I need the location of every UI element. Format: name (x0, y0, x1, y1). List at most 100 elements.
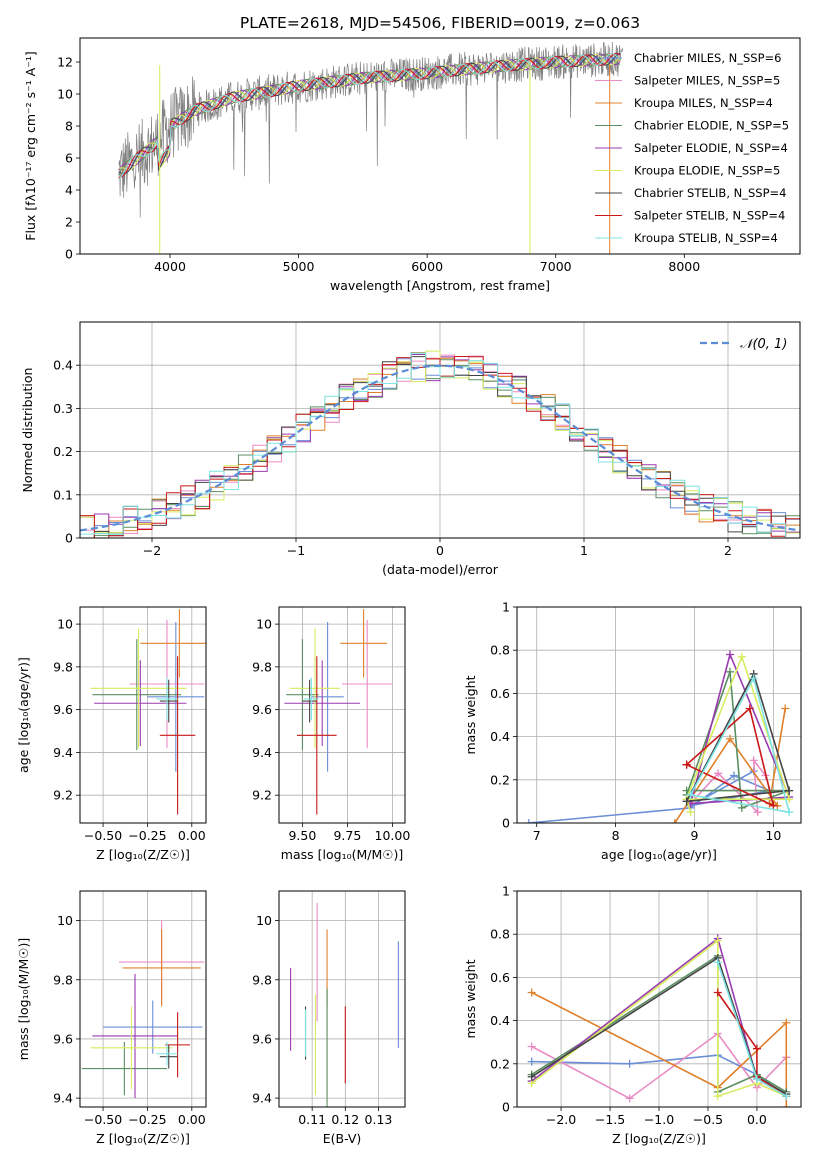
x-tick-label: 0.13 (365, 1112, 393, 1127)
model-spectrum-salp-stelib (118, 52, 621, 178)
plot-area (118, 41, 623, 254)
x-tick-label: 0 (436, 543, 444, 558)
legend-entry: Chabrier MILES, N_SSP=6 (634, 51, 781, 65)
x-tick-label: −1.5 (595, 1112, 625, 1127)
y-tick-label: 2 (65, 215, 73, 230)
weight-marker-krou-stelib (749, 674, 758, 683)
weight-marker-krou-miles (670, 819, 679, 823)
y-tick-label: 6 (65, 151, 73, 166)
mass-vs-extinction-panel: 0.11 0.12 0.13 9.4 9.6 9.8 10 E(B-V) (252, 890, 406, 1146)
weight-marker-krou-elodie (686, 808, 695, 817)
x-tick-label: −2.0 (546, 1112, 576, 1127)
y-tick-label: 10 (57, 913, 73, 928)
y-tick-label: 9.6 (252, 702, 272, 717)
y-tick-label: 10 (57, 617, 73, 632)
axes-frame (79, 321, 801, 539)
x-tick-label: 0.12 (331, 1112, 359, 1127)
weight-marker-krou-elodie (713, 936, 722, 945)
axes-frame (516, 606, 802, 824)
x-tick-label: 6000 (411, 259, 443, 274)
y-tick-label: 9.4 (252, 1091, 272, 1106)
y-tick-label: 0.6 (490, 970, 510, 985)
legend-entry: Kroupa ELODIE, N_SSP=5 (634, 164, 780, 178)
y-axis-label: Flux [fλ10⁻¹⁷ erg cm⁻² s⁻¹ A⁻¹] (23, 51, 38, 240)
y-axis-label: Normed distribution (20, 368, 35, 493)
y-tick-label: 9.2 (252, 788, 272, 803)
plot-area (284, 609, 393, 815)
weight-marker-chab-miles (729, 771, 738, 780)
x-tick-label: 9 (691, 828, 699, 843)
y-tick-label: 0.8 (490, 643, 510, 658)
x-tick-label: 8 (612, 828, 620, 843)
y-tick-label: 9.4 (252, 745, 272, 760)
y-tick-label: 0.6 (490, 686, 510, 701)
y-tick-label: 10 (256, 913, 272, 928)
y-tick-label: 0 (502, 1100, 510, 1115)
y-tick-label: 9.8 (252, 972, 272, 987)
weight-marker-salp-stelib (769, 801, 778, 810)
weight-marker-chab-miles (527, 1057, 536, 1066)
x-tick-label: 9.50 (288, 828, 316, 843)
x-axis-label: age [log₁₀(age/yr)] (601, 847, 717, 862)
x-tick-label: 7000 (540, 259, 572, 274)
age-vs-metallicity-panel: −0.50 −0.25 0.00 9.2 9.4 9.6 9.8 10 Z [log₁₀(Z/Z… (16, 606, 207, 862)
y-axis-label: age [log₁₀(age/yr)] (16, 657, 31, 773)
y-tick-label: 0.2 (53, 444, 73, 459)
weight-marker-krou-stelib (686, 790, 695, 799)
y-tick-label: 0.2 (490, 1056, 510, 1071)
legend-entry: Chabrier ELODIE, N_SSP=5 (634, 119, 789, 133)
y-tick-label: 12 (57, 55, 73, 70)
normal-distribution-curve (80, 364, 800, 532)
weight-marker-krou-miles (782, 1018, 791, 1027)
legend-entry: Salpeter STELIB, N_SSP=4 (634, 209, 785, 223)
x-tick-label: 10 (765, 828, 781, 843)
plot-area (90, 609, 206, 815)
x-axis-label: Z [log₁₀(Z/Z☉)] (96, 847, 190, 862)
y-tick-label: 9.4 (53, 745, 73, 760)
legend-entry: Kroupa STELIB, N_SSP=4 (634, 231, 778, 245)
x-tick-label: 4000 (154, 259, 186, 274)
residual-histogram-panel: −2 −1 0 1 2 0 0.1 0.2 0.3 0.4 (data-model)/error No… (20, 321, 801, 577)
weight-line-chab-stelib (685, 671, 791, 803)
weight-marker-krou-elodie (713, 1092, 722, 1101)
spectrum-panel: 4000 5000 6000 7000 8000 0 2 4 6 8 10 12 wavelength … (23, 37, 801, 293)
weight-line-krou-stelib (689, 676, 791, 814)
plot-area (527, 934, 791, 1107)
weight-line-salp-miles (690, 757, 767, 815)
plot-area (524, 650, 794, 823)
y-tick-label: 0.8 (490, 927, 510, 942)
x-tick-label: 0.00 (178, 828, 206, 843)
legend-entry: Chabrier STELIB, N_SSP=4 (634, 186, 786, 200)
x-axis-label: (data-model)/error (382, 562, 499, 577)
x-tick-label: −0.50 (84, 828, 122, 843)
weight-line-salp-elodie (689, 652, 791, 805)
weight-marker-salp-stelib (745, 704, 754, 713)
x-tick-label: 10.00 (375, 828, 411, 843)
axes-frame (79, 890, 207, 1108)
y-tick-label: 4 (65, 183, 73, 198)
x-tick-label: 0.11 (298, 1112, 326, 1127)
y-tick-label: 0.3 (53, 401, 73, 416)
x-axis-label: E(B-V) (323, 1131, 362, 1146)
x-tick-label: 9.75 (333, 828, 361, 843)
x-tick-label: 5000 (283, 259, 315, 274)
histogram-krou-stelib (80, 352, 800, 538)
y-tick-label: 9.2 (53, 788, 73, 803)
weight-marker-krou-miles (781, 704, 790, 713)
axes-frame (79, 37, 801, 255)
x-axis-label: Z [log₁₀(Z/Z☉)] (612, 1131, 706, 1146)
figure-title: PLATE=2618, MJD=54506, FIBERID=0019, z=0… (240, 14, 640, 32)
x-axis-label: Z [log₁₀(Z/Z☉)] (96, 1131, 190, 1146)
weight-marker-krou-miles (726, 734, 734, 743)
weight-line-salp-stelib (686, 707, 775, 808)
x-axis-label: mass [log₁₀(M/M☉)] (281, 847, 403, 862)
weight-marker-salp-stelib (752, 1044, 761, 1053)
weight-marker-chab-elodie (726, 667, 734, 676)
y-tick-label: 0 (65, 531, 73, 546)
x-tick-label: 0.00 (178, 1112, 206, 1127)
y-tick-label: 1 (502, 884, 510, 899)
weight-line-chab-stelib (531, 956, 787, 1095)
plot-area (80, 350, 800, 538)
legend-entry: Salpeter MILES, N_SSP=5 (634, 74, 780, 88)
